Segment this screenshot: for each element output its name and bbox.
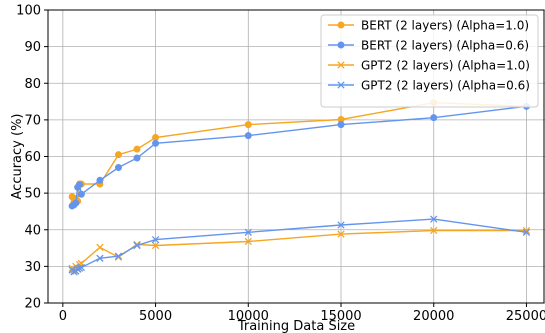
legend-item: BERT (2 layers) (Alpha=1.0) [328, 19, 529, 33]
data-point [430, 226, 438, 235]
legend-swatch-marker [337, 81, 345, 89]
y-axis-label: Accuracy (%) [10, 114, 25, 200]
x-tick-label: 0 [59, 309, 67, 324]
x-tick-label: 20000 [413, 309, 454, 324]
legend-swatch-marker [337, 61, 345, 69]
data-point [133, 145, 141, 153]
data-point [152, 139, 160, 147]
series-group [68, 99, 531, 276]
data-point [96, 243, 104, 251]
data-point [96, 176, 104, 184]
legend-item: GPT2 (2 layers) (Alpha=0.6) [328, 79, 530, 93]
data-point [430, 114, 438, 122]
data-point [244, 121, 252, 129]
data-point [244, 132, 252, 140]
data-point [430, 215, 438, 223]
data-point [114, 163, 122, 171]
y-tick-label: 40 [24, 223, 41, 238]
y-tick-label: 20 [24, 297, 41, 312]
series-line [71, 218, 527, 273]
data-point [114, 252, 123, 260]
y-tick-label: 80 [24, 77, 41, 92]
data-point [244, 228, 252, 236]
data-point [133, 241, 141, 250]
x-axis-label: Training Data Size [237, 319, 355, 333]
series-2 [68, 102, 530, 210]
legend-box [320, 14, 539, 108]
legend-item: BERT (2 layers) (Alpha=0.6) [328, 39, 529, 53]
data-point [76, 181, 84, 189]
data-point [522, 228, 531, 236]
data-point [72, 199, 80, 207]
data-point [114, 151, 122, 159]
data-point [96, 254, 104, 262]
y-tick-label: 60 [24, 150, 41, 165]
y-tick-label: 70 [24, 113, 41, 128]
data-point [152, 133, 160, 141]
legend-label: GPT2 (2 layers) (Alpha=1.0) [361, 59, 530, 73]
legend: BERT (2 layers) (Alpha=1.0) BERT (2 layer… [320, 14, 539, 108]
series-line [71, 101, 527, 205]
x-tick-label: 15000 [320, 309, 361, 324]
y-tick-label: 100 [16, 4, 41, 19]
data-point [77, 190, 85, 198]
data-point [75, 264, 84, 272]
legend-label: GPT2 (2 layers) (Alpha=0.6) [361, 79, 530, 93]
x-tick-label: 5000 [139, 309, 172, 324]
legend-swatch-marker [337, 41, 345, 49]
data-point [337, 230, 345, 238]
data-point [151, 241, 160, 250]
data-point [337, 121, 345, 129]
y-tick-label: 90 [24, 40, 41, 55]
series-4 [68, 215, 531, 276]
legend-label: BERT (2 layers) (Alpha=1.0) [361, 19, 529, 33]
series-1 [68, 99, 530, 206]
data-point [244, 237, 252, 246]
data-point [133, 154, 141, 162]
y-tick-label: 50 [24, 187, 41, 202]
legend-swatch-marker [337, 21, 345, 29]
data-point [77, 263, 86, 272]
axis-ticks: 0 5000 10000 15000 20000 25000 20 30 40 50 60 70 80 9… [16, 4, 545, 325]
legend-label: BERT (2 layers) (Alpha=0.6) [361, 39, 529, 53]
series-line [71, 229, 527, 272]
y-tick-label: 30 [24, 260, 41, 275]
legend-item: GPT2 (2 layers) (Alpha=1.0) [328, 59, 530, 73]
data-point [151, 235, 160, 244]
x-tick-label: 10000 [228, 309, 269, 324]
x-tick-label: 25000 [506, 309, 545, 324]
data-point [337, 221, 345, 229]
